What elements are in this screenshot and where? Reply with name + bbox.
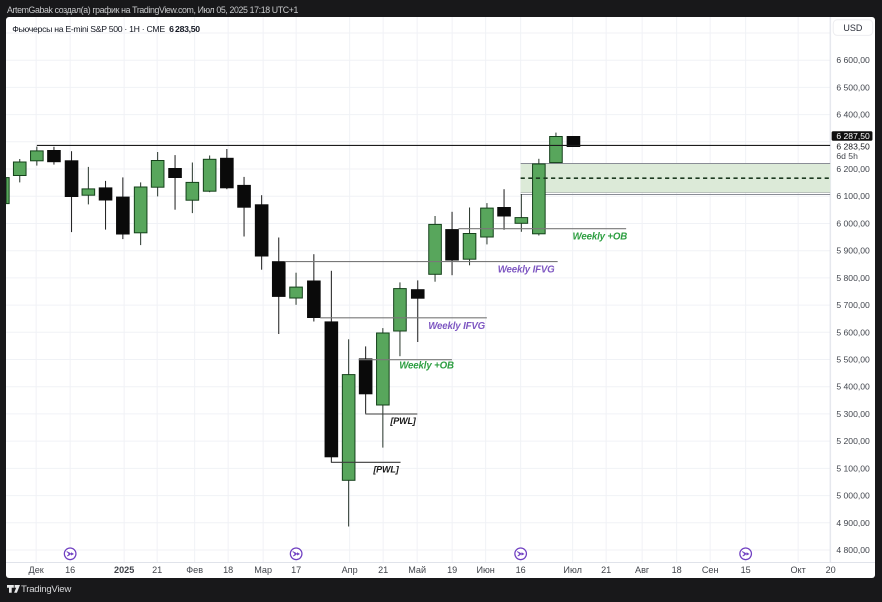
svg-text:5 300,00: 5 300,00 bbox=[837, 409, 871, 419]
svg-text:6 600,00: 6 600,00 bbox=[837, 55, 871, 65]
svg-text:5 600,00: 5 600,00 bbox=[837, 327, 871, 337]
svg-text:6 287,50: 6 287,50 bbox=[837, 131, 871, 141]
svg-text:Окт: Окт bbox=[791, 565, 807, 575]
svg-text:6 100,00: 6 100,00 bbox=[837, 191, 871, 201]
svg-text:Июл: Июл bbox=[564, 565, 582, 575]
svg-text:4 900,00: 4 900,00 bbox=[837, 518, 871, 528]
svg-text:21: 21 bbox=[601, 565, 611, 575]
svg-text:6 200,00: 6 200,00 bbox=[837, 164, 871, 174]
svg-text:5 400,00: 5 400,00 bbox=[837, 382, 871, 392]
svg-text:18: 18 bbox=[223, 565, 233, 575]
svg-text:Weekly +OB: Weekly +OB bbox=[573, 231, 628, 242]
svg-text:[PWL]: [PWL] bbox=[373, 464, 400, 474]
svg-text:Апр: Апр bbox=[342, 565, 358, 575]
svg-text:Фев: Фев bbox=[187, 565, 204, 575]
svg-text:Фьючерсы на E-mini S&P 500 · 1: Фьючерсы на E-mini S&P 500 · 1H · CME 6 … bbox=[13, 24, 201, 34]
svg-text:21: 21 bbox=[378, 565, 388, 575]
svg-text:Июн: Июн bbox=[477, 565, 495, 575]
svg-text:6 400,00: 6 400,00 bbox=[837, 110, 871, 120]
svg-text:Мар: Мар bbox=[255, 565, 273, 575]
svg-text:6 500,00: 6 500,00 bbox=[837, 82, 871, 92]
svg-text:21: 21 bbox=[152, 565, 162, 575]
svg-text:Сен: Сен bbox=[702, 565, 719, 575]
svg-text:Weekly IFVG: Weekly IFVG bbox=[429, 321, 486, 332]
svg-text:17: 17 bbox=[291, 565, 301, 575]
svg-text:[PWL]: [PWL] bbox=[390, 416, 417, 426]
svg-text:15: 15 bbox=[741, 565, 751, 575]
svg-text:6d 5h: 6d 5h bbox=[837, 151, 859, 161]
svg-text:16: 16 bbox=[516, 565, 526, 575]
svg-text:Авг: Авг bbox=[635, 565, 650, 575]
svg-text:5 100,00: 5 100,00 bbox=[837, 463, 871, 473]
svg-text:5 000,00: 5 000,00 bbox=[837, 491, 871, 501]
svg-text:18: 18 bbox=[672, 565, 682, 575]
svg-text:19: 19 bbox=[447, 565, 457, 575]
svg-text:20: 20 bbox=[826, 565, 836, 575]
svg-text:Дек: Дек bbox=[29, 565, 45, 575]
svg-text:5 500,00: 5 500,00 bbox=[837, 355, 871, 365]
svg-text:16: 16 bbox=[65, 565, 75, 575]
svg-text:5 700,00: 5 700,00 bbox=[837, 300, 871, 310]
svg-text:2025: 2025 bbox=[114, 565, 134, 575]
svg-text:Май: Май bbox=[409, 565, 427, 575]
svg-text:Weekly IFVG: Weekly IFVG bbox=[498, 265, 555, 276]
svg-text:4 800,00: 4 800,00 bbox=[837, 545, 871, 555]
svg-text:6 000,00: 6 000,00 bbox=[837, 219, 871, 229]
svg-text:5 900,00: 5 900,00 bbox=[837, 246, 871, 256]
svg-text:5 800,00: 5 800,00 bbox=[837, 273, 871, 283]
svg-text:6 283,50: 6 283,50 bbox=[837, 142, 871, 152]
svg-text:USD: USD bbox=[844, 23, 864, 33]
svg-text:5 200,00: 5 200,00 bbox=[837, 436, 871, 446]
svg-text:Weekly +OB: Weekly +OB bbox=[400, 361, 455, 372]
